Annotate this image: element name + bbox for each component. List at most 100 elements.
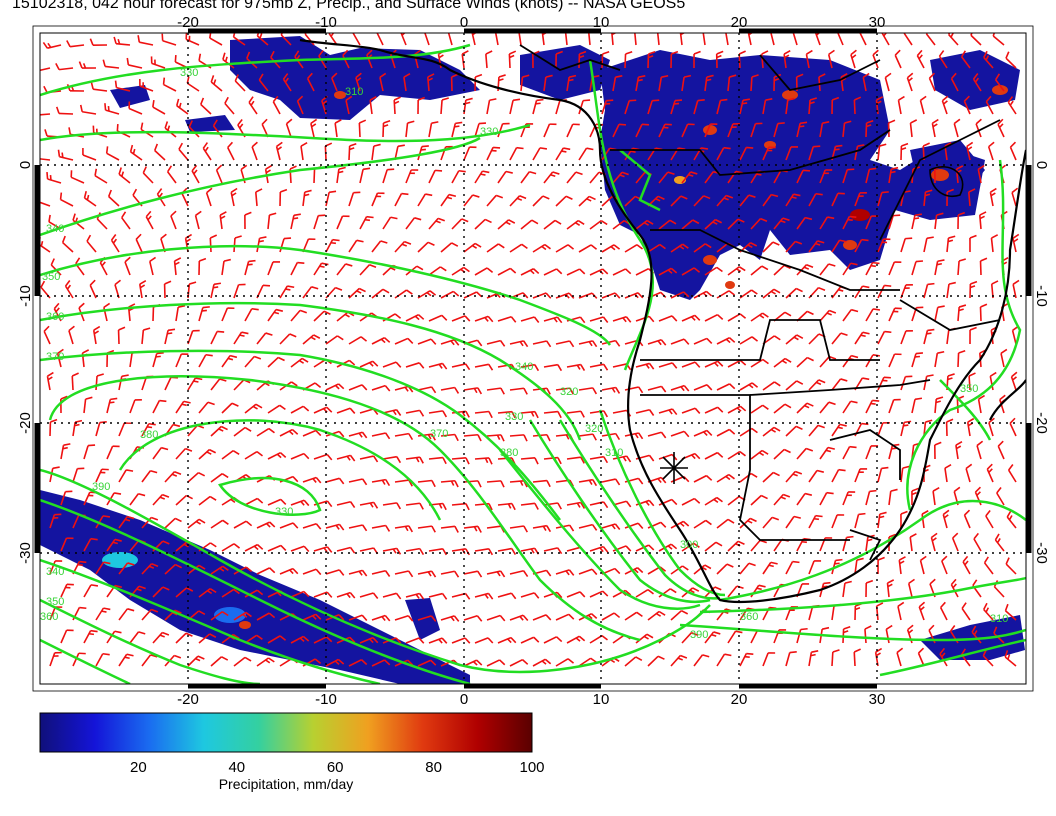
wind-barb — [647, 99, 660, 115]
lon-tick-label: 10 — [593, 691, 610, 708]
wind-barb — [543, 123, 557, 138]
wind-barb — [256, 612, 276, 621]
wind-barb — [382, 216, 398, 230]
wind-barb — [976, 440, 984, 460]
wind-barb — [417, 433, 436, 441]
wind-barb — [302, 286, 319, 299]
wind-barb — [336, 263, 353, 276]
wind-barb — [107, 189, 120, 207]
wind-barb — [785, 97, 795, 115]
wind-barb — [310, 118, 318, 138]
wind-barb — [865, 119, 874, 138]
wind-barb — [70, 170, 85, 184]
wind-barb — [106, 445, 120, 460]
lat-ticks-left: 0 -10 -20 -30 — [17, 161, 34, 564]
wind-barb — [267, 212, 277, 230]
wind-barb — [221, 588, 240, 598]
wind-barb — [371, 478, 391, 487]
wind-barb — [233, 656, 252, 667]
wind-barb — [785, 334, 804, 345]
wind-barb — [950, 578, 959, 598]
wind-barb — [750, 584, 766, 598]
wind-barb — [118, 515, 135, 529]
wind-barb — [152, 586, 170, 598]
wind-barb — [451, 502, 470, 511]
wind-barb — [210, 378, 227, 391]
wind-barb — [957, 258, 966, 276]
wind-barb — [348, 384, 368, 391]
wind-barb — [601, 612, 621, 621]
precip-core — [931, 169, 949, 181]
wind-barb — [1007, 464, 1017, 483]
height-contour — [40, 301, 582, 441]
wind-barb — [302, 334, 321, 345]
wind-barb — [83, 190, 97, 207]
wind-barb — [854, 191, 867, 207]
wind-barb — [55, 63, 74, 71]
wind-barb — [106, 630, 122, 644]
wind-barb — [71, 372, 79, 391]
wind-barb — [578, 568, 598, 576]
wind-barb — [497, 316, 517, 323]
wind-barb — [578, 387, 598, 395]
wind-barb — [451, 315, 471, 322]
wind-barb — [819, 309, 837, 322]
wind-barb — [611, 33, 617, 46]
wind-barb — [796, 356, 814, 368]
wind-barb — [198, 587, 217, 598]
wind-barb — [750, 122, 763, 138]
wind-barb — [215, 164, 223, 184]
wind-barb — [945, 418, 954, 437]
wind-barb — [102, 59, 120, 69]
wind-barb — [336, 546, 356, 554]
wind-barb — [371, 240, 388, 253]
wind-barb — [947, 33, 959, 46]
wind-barb — [302, 476, 322, 484]
colorbar-tick-label: 20 — [130, 759, 147, 776]
wind-barb — [405, 409, 425, 417]
wind-barb — [750, 217, 768, 230]
wind-barb — [78, 61, 97, 69]
wind-barb — [985, 95, 994, 115]
country-border — [650, 229, 900, 291]
wind-barb — [152, 493, 170, 506]
wind-barb — [40, 158, 51, 161]
wind-barb — [647, 50, 656, 69]
wind-barb — [693, 519, 712, 529]
wind-barb — [658, 588, 677, 598]
wind-barb — [566, 501, 586, 509]
wind-barb — [325, 383, 345, 391]
wind-barb — [555, 340, 575, 348]
wind-barb — [896, 647, 904, 667]
wind-barb — [440, 570, 460, 578]
wind-barb — [405, 456, 424, 464]
wind-barb — [785, 240, 803, 253]
wind-barb — [60, 583, 74, 598]
wind-barb — [888, 398, 901, 414]
wind-barb — [853, 648, 861, 667]
wind-barb — [285, 118, 293, 138]
wind-barb — [727, 218, 745, 230]
wind-barb — [251, 141, 258, 161]
wind-barb — [233, 426, 252, 437]
wind-barb — [336, 500, 356, 508]
wind-barb — [881, 33, 890, 46]
wind-barb — [911, 397, 923, 414]
wind-barb — [898, 556, 906, 575]
wind-barb — [877, 330, 892, 345]
wind-barb — [704, 406, 724, 414]
wind-barb — [854, 144, 865, 161]
wind-barb — [967, 188, 976, 207]
wind-barb — [884, 72, 892, 92]
wind-barb — [854, 238, 869, 253]
wind-barb — [424, 33, 430, 46]
wind-barb — [968, 372, 976, 391]
wind-barb — [254, 188, 263, 207]
wind-barb — [463, 659, 483, 667]
wind-barb — [348, 143, 357, 161]
wind-barb — [853, 96, 862, 115]
wind-barb — [555, 569, 575, 576]
contour-label: 330 — [275, 506, 293, 518]
wind-barb — [601, 50, 610, 69]
contour-label: 370 — [46, 351, 64, 363]
